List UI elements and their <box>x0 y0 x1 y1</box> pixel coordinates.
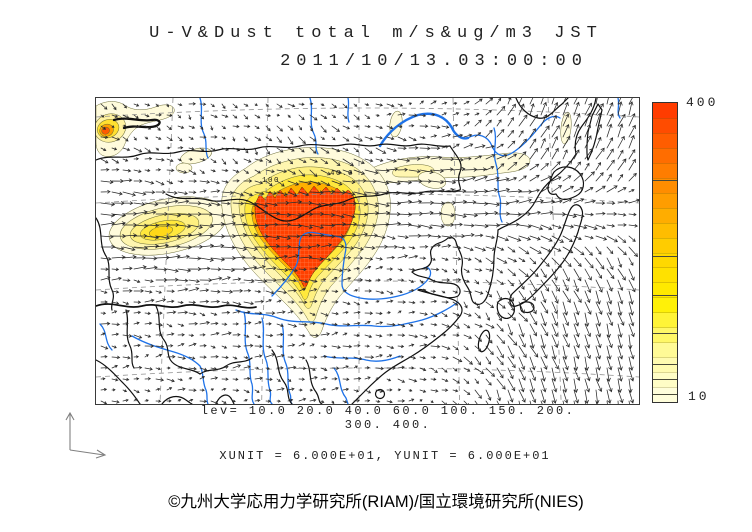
colorbar-cell <box>653 267 677 283</box>
himalaya-border <box>96 303 257 309</box>
plume-patch <box>560 111 572 145</box>
colorbar-cell <box>653 117 677 134</box>
hokkaido <box>547 166 585 201</box>
border-mongolia-north <box>96 143 451 161</box>
colorbar-cell <box>653 237 677 253</box>
colorbar-cell <box>653 252 677 268</box>
colorbar-cell <box>653 327 677 343</box>
plume-east-band <box>367 152 531 183</box>
mountain-ridge-nw <box>112 117 161 130</box>
colorbar-level-divider <box>653 379 677 380</box>
colorbar-cell <box>653 162 677 179</box>
y-axis-arrow <box>65 411 75 450</box>
colorbar-cell <box>653 357 677 373</box>
china-east-coast <box>351 289 463 404</box>
sakhalin-island <box>586 103 603 161</box>
colorbar-cell <box>653 192 677 209</box>
colorbar-max-label: 400 <box>686 95 719 110</box>
contour-label: 100. <box>262 177 286 185</box>
xi-river <box>323 355 401 362</box>
colorbar-cell <box>653 207 677 224</box>
level-list: lev= 10.0 20.0 40.0 60.0 100. 150. 200. … <box>12 404 752 432</box>
colorbar-level-divider <box>653 394 677 396</box>
honshu <box>509 204 584 307</box>
ganges-river <box>131 335 209 404</box>
colorbar-cell <box>653 147 677 164</box>
songhua-river <box>493 127 503 223</box>
dust-plume-layers <box>96 101 572 338</box>
colorbar-cell <box>653 132 677 149</box>
map-title: U-V&Dust total m/s&ug/m3 JST <box>149 24 603 43</box>
colorbar-cell <box>653 282 677 298</box>
coastlines <box>96 98 603 404</box>
colorbar-cell <box>653 103 677 119</box>
kyushu <box>496 297 515 319</box>
colorbar-level-divider <box>653 256 677 258</box>
level-list-line1: lev= 10.0 20.0 40.0 60.0 100. 150. 200. <box>200 404 576 418</box>
colorbar-cell <box>653 177 677 194</box>
okhotsk-coast <box>515 98 569 119</box>
x-axis-arrow <box>69 449 107 459</box>
border-mongolia-south <box>165 189 461 222</box>
colorbar-level-divider <box>653 333 677 334</box>
korea-peninsula <box>447 229 499 305</box>
map-canvas: 100. 40.0 <box>96 98 639 404</box>
colorbar-cell <box>653 222 677 239</box>
hainan-island <box>374 388 386 400</box>
colorbar <box>652 102 678 403</box>
amur-river <box>467 115 561 157</box>
colorbar-cell <box>653 342 677 358</box>
plume-nw-rings <box>96 113 127 143</box>
contour-labels: 100. 40.0 <box>262 170 354 185</box>
plume-main <box>221 147 391 338</box>
plume-patch <box>418 171 446 189</box>
colorbar-level-divider <box>653 363 677 365</box>
map-panel: 100. 40.0 <box>95 97 640 405</box>
vector-units-label: XUNIT = 6.000E+01, YUNIT = 6.000E+01 <box>219 449 551 463</box>
colorbar-cell <box>653 312 677 328</box>
lake-baikal <box>378 112 470 148</box>
colorbar-level-divider <box>653 179 677 181</box>
taiwan-island <box>477 329 491 353</box>
yangtze-river <box>235 301 459 328</box>
graticule <box>96 98 639 404</box>
shandong-peninsula <box>411 271 461 299</box>
plume-patch <box>175 162 193 174</box>
axes-indicator <box>65 411 107 459</box>
credit-text: ©九州大学応用力学研究所(RIAM)/国立環境研究所(NIES) <box>168 493 584 511</box>
map-valid-time: 2011/10/13.03:00:00 <box>280 52 588 71</box>
yellow-river <box>271 231 432 300</box>
bohai-coast <box>411 237 449 273</box>
colorbar-min-label: 10 <box>688 389 710 404</box>
colorbar-cell <box>653 297 677 313</box>
level-list-line2: 300. 400. <box>344 418 432 432</box>
colorbar-level-divider <box>653 294 677 296</box>
wind-vectors <box>100 98 639 404</box>
contour-label: 40.0 <box>330 170 354 178</box>
primorye-coast <box>497 153 577 231</box>
